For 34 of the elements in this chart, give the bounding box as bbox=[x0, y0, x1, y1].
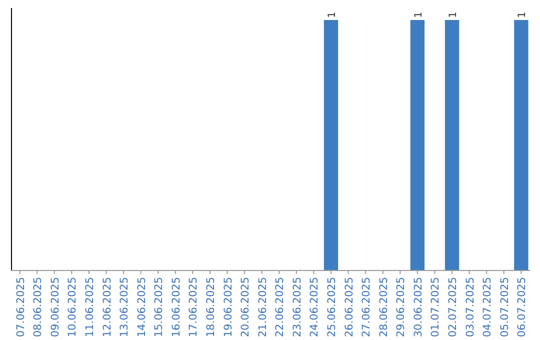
x-tick-label: 27.06.2025 bbox=[360, 277, 373, 338]
x-tick-label: 03.07.2025 bbox=[464, 277, 476, 338]
x-tick-label: 08.06.2025 bbox=[32, 277, 44, 338]
x-tick-label: 09.06.2025 bbox=[49, 277, 62, 338]
x-tick-label: 22.06.2025 bbox=[274, 277, 286, 338]
data-label: 1 bbox=[413, 12, 424, 18]
x-tick-label: 15.06.2025 bbox=[153, 277, 166, 338]
x-tick-label: 14.06.2025 bbox=[136, 277, 148, 338]
x-tick-label: 16.06.2025 bbox=[170, 277, 182, 338]
x-tick-label: 21.06.2025 bbox=[256, 277, 269, 338]
data-label: 1 bbox=[517, 12, 528, 18]
x-tick-label: 07.06.2025 bbox=[14, 277, 27, 338]
x-tick-label: 28.06.2025 bbox=[378, 277, 390, 338]
x-tick-label: 06.07.2025 bbox=[516, 277, 528, 338]
x-tick-label: 26.06.2025 bbox=[343, 277, 356, 338]
x-tick-label: 29.06.2025 bbox=[395, 277, 408, 338]
x-tick-label: 05.07.2025 bbox=[498, 277, 511, 338]
x-tick-label: 25.06.2025 bbox=[326, 277, 338, 338]
data-label: 1 bbox=[327, 12, 338, 18]
x-tick-label: 11.06.2025 bbox=[84, 277, 96, 338]
x-tick-label: 18.06.2025 bbox=[204, 277, 217, 338]
x-tick-label: 30.06.2025 bbox=[412, 277, 424, 338]
x-tick-label: 02.07.2025 bbox=[447, 277, 460, 338]
x-tick-label: 01.07.2025 bbox=[430, 277, 442, 338]
x-tick-label: 04.07.2025 bbox=[482, 277, 494, 338]
x-tick-label: 20.06.2025 bbox=[240, 277, 252, 338]
data-label: 1 bbox=[448, 12, 460, 18]
x-tick-label: 19.06.2025 bbox=[222, 277, 234, 338]
x-tick-label: 17.06.2025 bbox=[188, 277, 200, 338]
x-tick-label: 12.06.2025 bbox=[101, 277, 114, 338]
x-tick-label: 10.06.2025 bbox=[66, 277, 79, 338]
x-tick-label: 24.06.2025 bbox=[308, 277, 321, 338]
x-tick-label: 23.06.2025 bbox=[291, 277, 304, 338]
x-tick-label: 13.06.2025 bbox=[118, 277, 131, 338]
